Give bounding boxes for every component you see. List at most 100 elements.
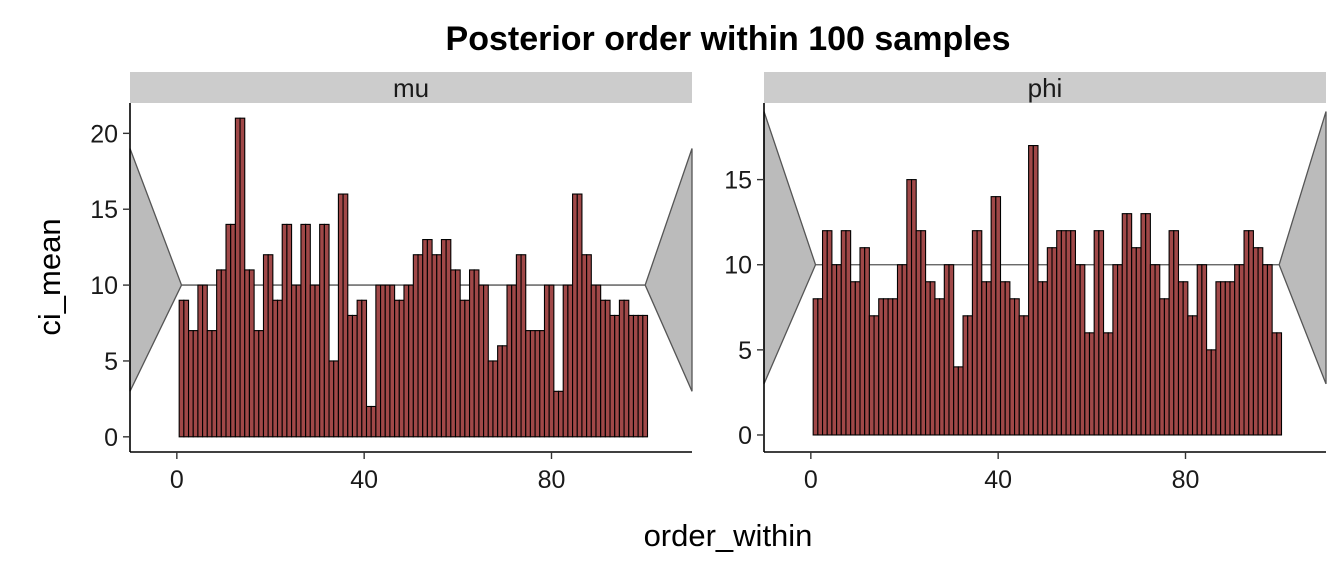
y-axis-title: ci_mean [32, 218, 67, 335]
bar-mu-45 [384, 284, 391, 438]
bar-phi-79 [1177, 281, 1184, 436]
bar-mu-83 [562, 284, 569, 438]
bar-mu-46 [389, 284, 396, 438]
facet-strip-phi [764, 72, 1326, 103]
bar-phi-21 [906, 179, 913, 436]
x-tick-label-mu-80: 80 [538, 466, 566, 494]
bar-phi-25 [925, 281, 931, 436]
bar-mu-25 [291, 284, 297, 438]
bar-mu-60 [454, 269, 461, 438]
bar-mu-15 [244, 269, 250, 438]
x-tick-label-phi-80: 80 [1172, 466, 1200, 494]
y-tick-label-phi-10: 10 [724, 252, 752, 280]
bar-phi-87 [1215, 281, 1222, 436]
bar-phi-22 [910, 179, 917, 436]
bar-phi-86 [1210, 349, 1217, 436]
bar-mu-77 [534, 330, 541, 438]
bar-phi-83 [1196, 264, 1203, 436]
bar-mu-41 [365, 405, 372, 438]
bar-phi-76 [1163, 298, 1170, 436]
bar-mu-51 [412, 254, 419, 438]
chart-title: Posterior order within 100 samples [446, 20, 1011, 58]
bar-phi-75 [1159, 298, 1165, 436]
bar-mu-63 [468, 269, 475, 438]
bar-phi-70 [1135, 247, 1142, 436]
bar-mu-66 [483, 284, 489, 438]
bar-mu-86 [576, 193, 583, 438]
bar-phi-29 [943, 264, 950, 436]
bar-mu-89 [590, 284, 597, 438]
bar-mu-71 [506, 284, 513, 438]
bar-phi-52 [1051, 247, 1058, 436]
bar-mu-18 [258, 330, 265, 438]
bar-mu-29 [309, 284, 316, 438]
bar-phi-53 [1056, 230, 1062, 436]
bar-mu-35 [337, 193, 344, 438]
bar-mu-76 [529, 330, 536, 438]
bar-phi-94 [1248, 230, 1254, 436]
bar-phi-23 [915, 230, 922, 436]
bar-mu-11 [225, 223, 232, 438]
bar-phi-31 [953, 366, 959, 436]
bar-mu-27 [300, 223, 307, 438]
ci-band-phi [763, 111, 1327, 385]
bar-mu-49 [403, 284, 410, 438]
bar-phi-64 [1107, 332, 1114, 436]
bar-mu-13 [234, 117, 241, 438]
bar-phi-54 [1060, 230, 1067, 436]
bar-phi-66 [1117, 264, 1123, 436]
bar-phi-73 [1149, 264, 1156, 436]
bar-mu-57 [440, 239, 447, 438]
bar-mu-96 [623, 299, 630, 438]
bar-phi-44 [1014, 298, 1020, 436]
bar-phi-77 [1168, 230, 1175, 436]
bar-phi-14 [873, 315, 880, 436]
bar-mu-39 [356, 299, 363, 438]
bar-phi-90 [1229, 281, 1236, 436]
bar-phi-71 [1140, 213, 1147, 436]
bar-mu-75 [525, 330, 531, 438]
bar-phi-69 [1131, 247, 1137, 436]
bar-mu-36 [342, 193, 349, 438]
bar-phi-8 [845, 230, 852, 436]
bar-mu-5 [197, 284, 204, 438]
bar-phi-37 [981, 281, 988, 436]
y-tick-label-phi-15: 15 [724, 167, 752, 195]
bar-phi-47 [1028, 145, 1034, 436]
bar-phi-63 [1102, 332, 1109, 436]
bar-mu-24 [286, 223, 293, 438]
bar-phi-32 [957, 366, 964, 436]
bar-mu-73 [515, 254, 522, 438]
bar-mu-59 [450, 269, 457, 438]
bar-mu-95 [618, 299, 625, 438]
bar-mu-38 [351, 314, 358, 438]
bar-mu-20 [267, 254, 274, 438]
y-tick-label-mu-10: 10 [90, 272, 118, 300]
bar-phi-1 [812, 298, 819, 436]
bar-mu-14 [239, 117, 246, 438]
bar-mu-69 [497, 345, 503, 438]
bar-mu-50 [408, 284, 414, 438]
bar-mu-87 [581, 254, 588, 438]
bar-mu-81 [553, 390, 560, 438]
y-tick-label-mu-15: 15 [90, 196, 118, 224]
bar-mu-43 [375, 284, 382, 438]
bar-mu-3 [187, 330, 194, 438]
bar-mu-22 [276, 299, 283, 438]
bar-phi-67 [1121, 213, 1128, 436]
bar-mu-67 [487, 360, 494, 438]
x-axis-title: order_within [644, 518, 813, 553]
x-tick-label-phi-0: 0 [804, 466, 818, 494]
bar-mu-70 [501, 345, 508, 438]
bar-phi-80 [1182, 281, 1189, 436]
bar-mu-64 [473, 269, 480, 438]
bar-phi-60 [1088, 332, 1095, 436]
bar-phi-72 [1145, 213, 1151, 436]
bar-phi-4 [826, 230, 833, 436]
bar-mu-94 [614, 314, 620, 438]
bar-mu-4 [192, 330, 199, 438]
y-tick-label-phi-5: 5 [738, 337, 752, 365]
bar-phi-81 [1187, 315, 1194, 436]
bar-mu-62 [464, 299, 471, 438]
